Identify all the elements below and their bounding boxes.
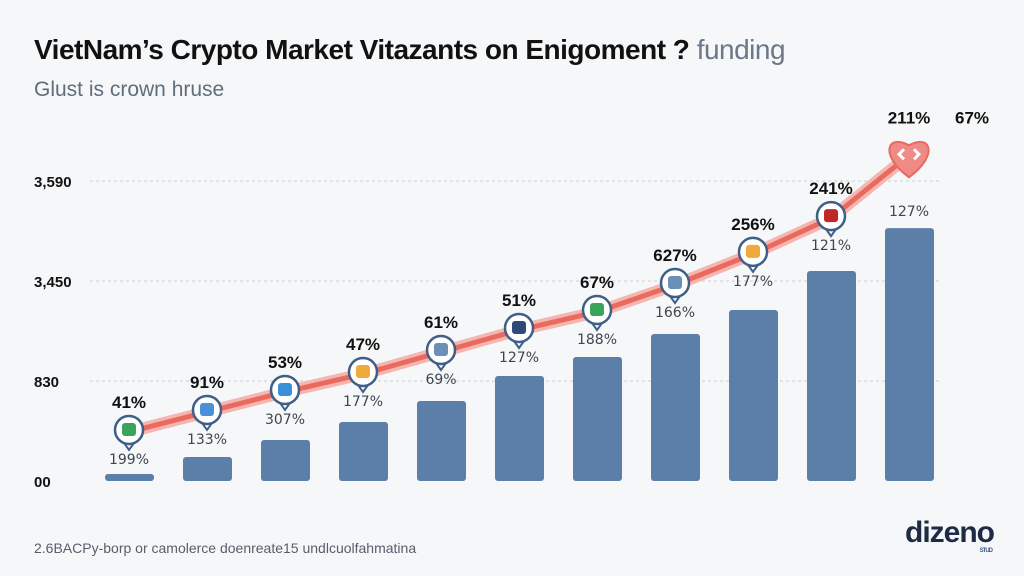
- line-data-label: 91%: [190, 373, 224, 392]
- bar-data-label: 199%: [109, 452, 149, 468]
- bar: [339, 421, 388, 481]
- line-data-label: 241%: [809, 179, 852, 198]
- line-data-label: 51%: [502, 291, 536, 310]
- bar-data-label: 127%: [499, 350, 539, 366]
- monitor-icon: [269, 374, 301, 412]
- bar-data-label: 127%: [889, 204, 929, 220]
- pin-glyph: [512, 321, 526, 335]
- shield-icon: [113, 414, 145, 452]
- bar-data-label: 166%: [655, 305, 695, 321]
- bar: [261, 440, 310, 481]
- pin-glyph: [746, 244, 760, 258]
- bar: [573, 356, 622, 481]
- bar: [105, 474, 154, 481]
- antenna-icon: [659, 267, 691, 305]
- pin-glyph: [668, 276, 682, 290]
- logo-text: dizeno: [905, 516, 995, 549]
- title-faint: funding: [696, 34, 786, 65]
- pin-glyph: [434, 342, 448, 356]
- bar-data-label: 177%: [733, 274, 773, 290]
- heart-icon: [888, 140, 930, 179]
- bottle-icon: [347, 356, 379, 394]
- chart-subtitle: Glust is crown hruse: [34, 78, 225, 101]
- line-data-label: 47%: [346, 335, 380, 354]
- ship-icon: [425, 334, 457, 372]
- y-tick-label: 830: [34, 374, 59, 391]
- brand-logo: dizeno STUD: [905, 516, 995, 554]
- y-tick-label: 3,450: [34, 274, 72, 291]
- bar: [495, 376, 544, 481]
- bar-data-label: 188%: [577, 332, 617, 348]
- pin-glyph: [200, 402, 214, 416]
- bar: [183, 457, 232, 481]
- bar: [651, 333, 700, 481]
- bar: [885, 228, 934, 481]
- coins-icon: [737, 236, 769, 274]
- tree-icon: [581, 294, 613, 332]
- chart-title: VietNam’s Crypto Market Vitazants on Eni…: [34, 34, 786, 66]
- gem-icon: [503, 312, 535, 350]
- pin-glyph: [356, 365, 370, 379]
- bar-data-label: 133%: [187, 432, 227, 448]
- bar: [807, 271, 856, 481]
- bar-data-label: 307%: [265, 412, 305, 428]
- pin-glyph: [278, 382, 292, 396]
- line-data-label: 53%: [268, 353, 302, 372]
- y-tick-label: 00: [34, 474, 51, 491]
- pin-glyph: [824, 209, 838, 223]
- footer-note: 2.6BACPy-borp or camolerce doenreate15 u…: [34, 540, 417, 556]
- bar: [417, 401, 466, 481]
- bar-data-label: 69%: [425, 372, 456, 388]
- line-data-label: 256%: [731, 215, 774, 234]
- chart-card-icon: [191, 394, 223, 432]
- line-data-label: 41%: [112, 393, 146, 412]
- y-tick-label: 3,590: [34, 174, 72, 191]
- heart-glyph: [896, 148, 922, 161]
- extra-data-label: 67%: [955, 108, 989, 127]
- flag-icon: [815, 200, 847, 238]
- bar-data-label: 177%: [343, 394, 383, 410]
- pin-glyph: [122, 422, 136, 436]
- logo-sub: STUD: [979, 548, 993, 554]
- heart-shape: [888, 140, 930, 179]
- line-data-label: 211%: [888, 108, 931, 127]
- line-data-label: 67%: [580, 273, 614, 292]
- title-main: VietNam’s Crypto Market Vitazants on Eni…: [34, 34, 690, 65]
- bar: [729, 310, 778, 481]
- line-data-label: 61%: [424, 313, 458, 332]
- bar-data-label: 121%: [811, 238, 851, 254]
- line-data-label: 627%: [653, 246, 696, 265]
- pin-glyph: [590, 302, 604, 316]
